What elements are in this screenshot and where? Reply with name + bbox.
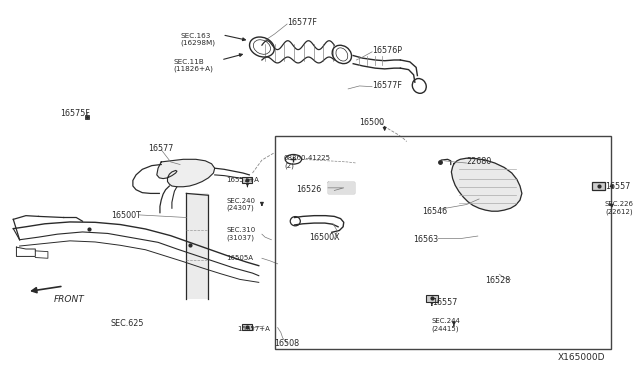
Text: 16557: 16557 — [605, 182, 630, 190]
Text: 16500X: 16500X — [309, 233, 340, 243]
Text: SEC.163
(16298M): SEC.163 (16298M) — [180, 33, 215, 46]
Text: 16577F: 16577F — [372, 81, 402, 90]
Bar — [593, 182, 605, 190]
Text: 16576P: 16576P — [372, 46, 402, 55]
Text: SEC.226
(22612): SEC.226 (22612) — [605, 202, 634, 215]
Text: FRONT: FRONT — [54, 295, 85, 304]
Text: 16557: 16557 — [432, 298, 457, 307]
Text: SEC.244
(24415): SEC.244 (24415) — [432, 318, 461, 332]
Bar — [243, 177, 252, 183]
Text: SEC.240
(24307): SEC.240 (24307) — [226, 198, 255, 211]
Text: SEC.11B
(11826+A): SEC.11B (11826+A) — [174, 59, 214, 72]
Text: 16505A: 16505A — [226, 255, 253, 261]
Text: 16528: 16528 — [485, 276, 511, 285]
Bar — [186, 193, 209, 299]
Text: 16500T: 16500T — [111, 211, 141, 220]
Text: 16563: 16563 — [413, 235, 438, 244]
Text: 22680: 22680 — [467, 157, 492, 166]
Bar — [275, 136, 611, 349]
Text: 16557+A: 16557+A — [237, 326, 269, 332]
Text: SEC.625: SEC.625 — [111, 319, 145, 328]
Text: 16557+A: 16557+A — [226, 177, 259, 183]
Bar — [426, 295, 438, 302]
Text: 16575F: 16575F — [61, 109, 90, 118]
Polygon shape — [451, 158, 522, 211]
Text: 16546: 16546 — [422, 208, 447, 217]
Text: 16577: 16577 — [148, 144, 174, 153]
Text: X165000D: X165000D — [557, 353, 605, 362]
Text: 08360-41225
(2): 08360-41225 (2) — [284, 155, 331, 169]
Polygon shape — [328, 182, 355, 193]
Text: SEC.310
(31037): SEC.310 (31037) — [226, 227, 255, 241]
Text: 16508: 16508 — [275, 339, 300, 348]
Polygon shape — [157, 159, 214, 187]
Text: 16526: 16526 — [296, 185, 322, 194]
Text: 16577F: 16577F — [287, 19, 317, 28]
Bar — [243, 324, 252, 330]
Text: 16500: 16500 — [360, 119, 385, 128]
